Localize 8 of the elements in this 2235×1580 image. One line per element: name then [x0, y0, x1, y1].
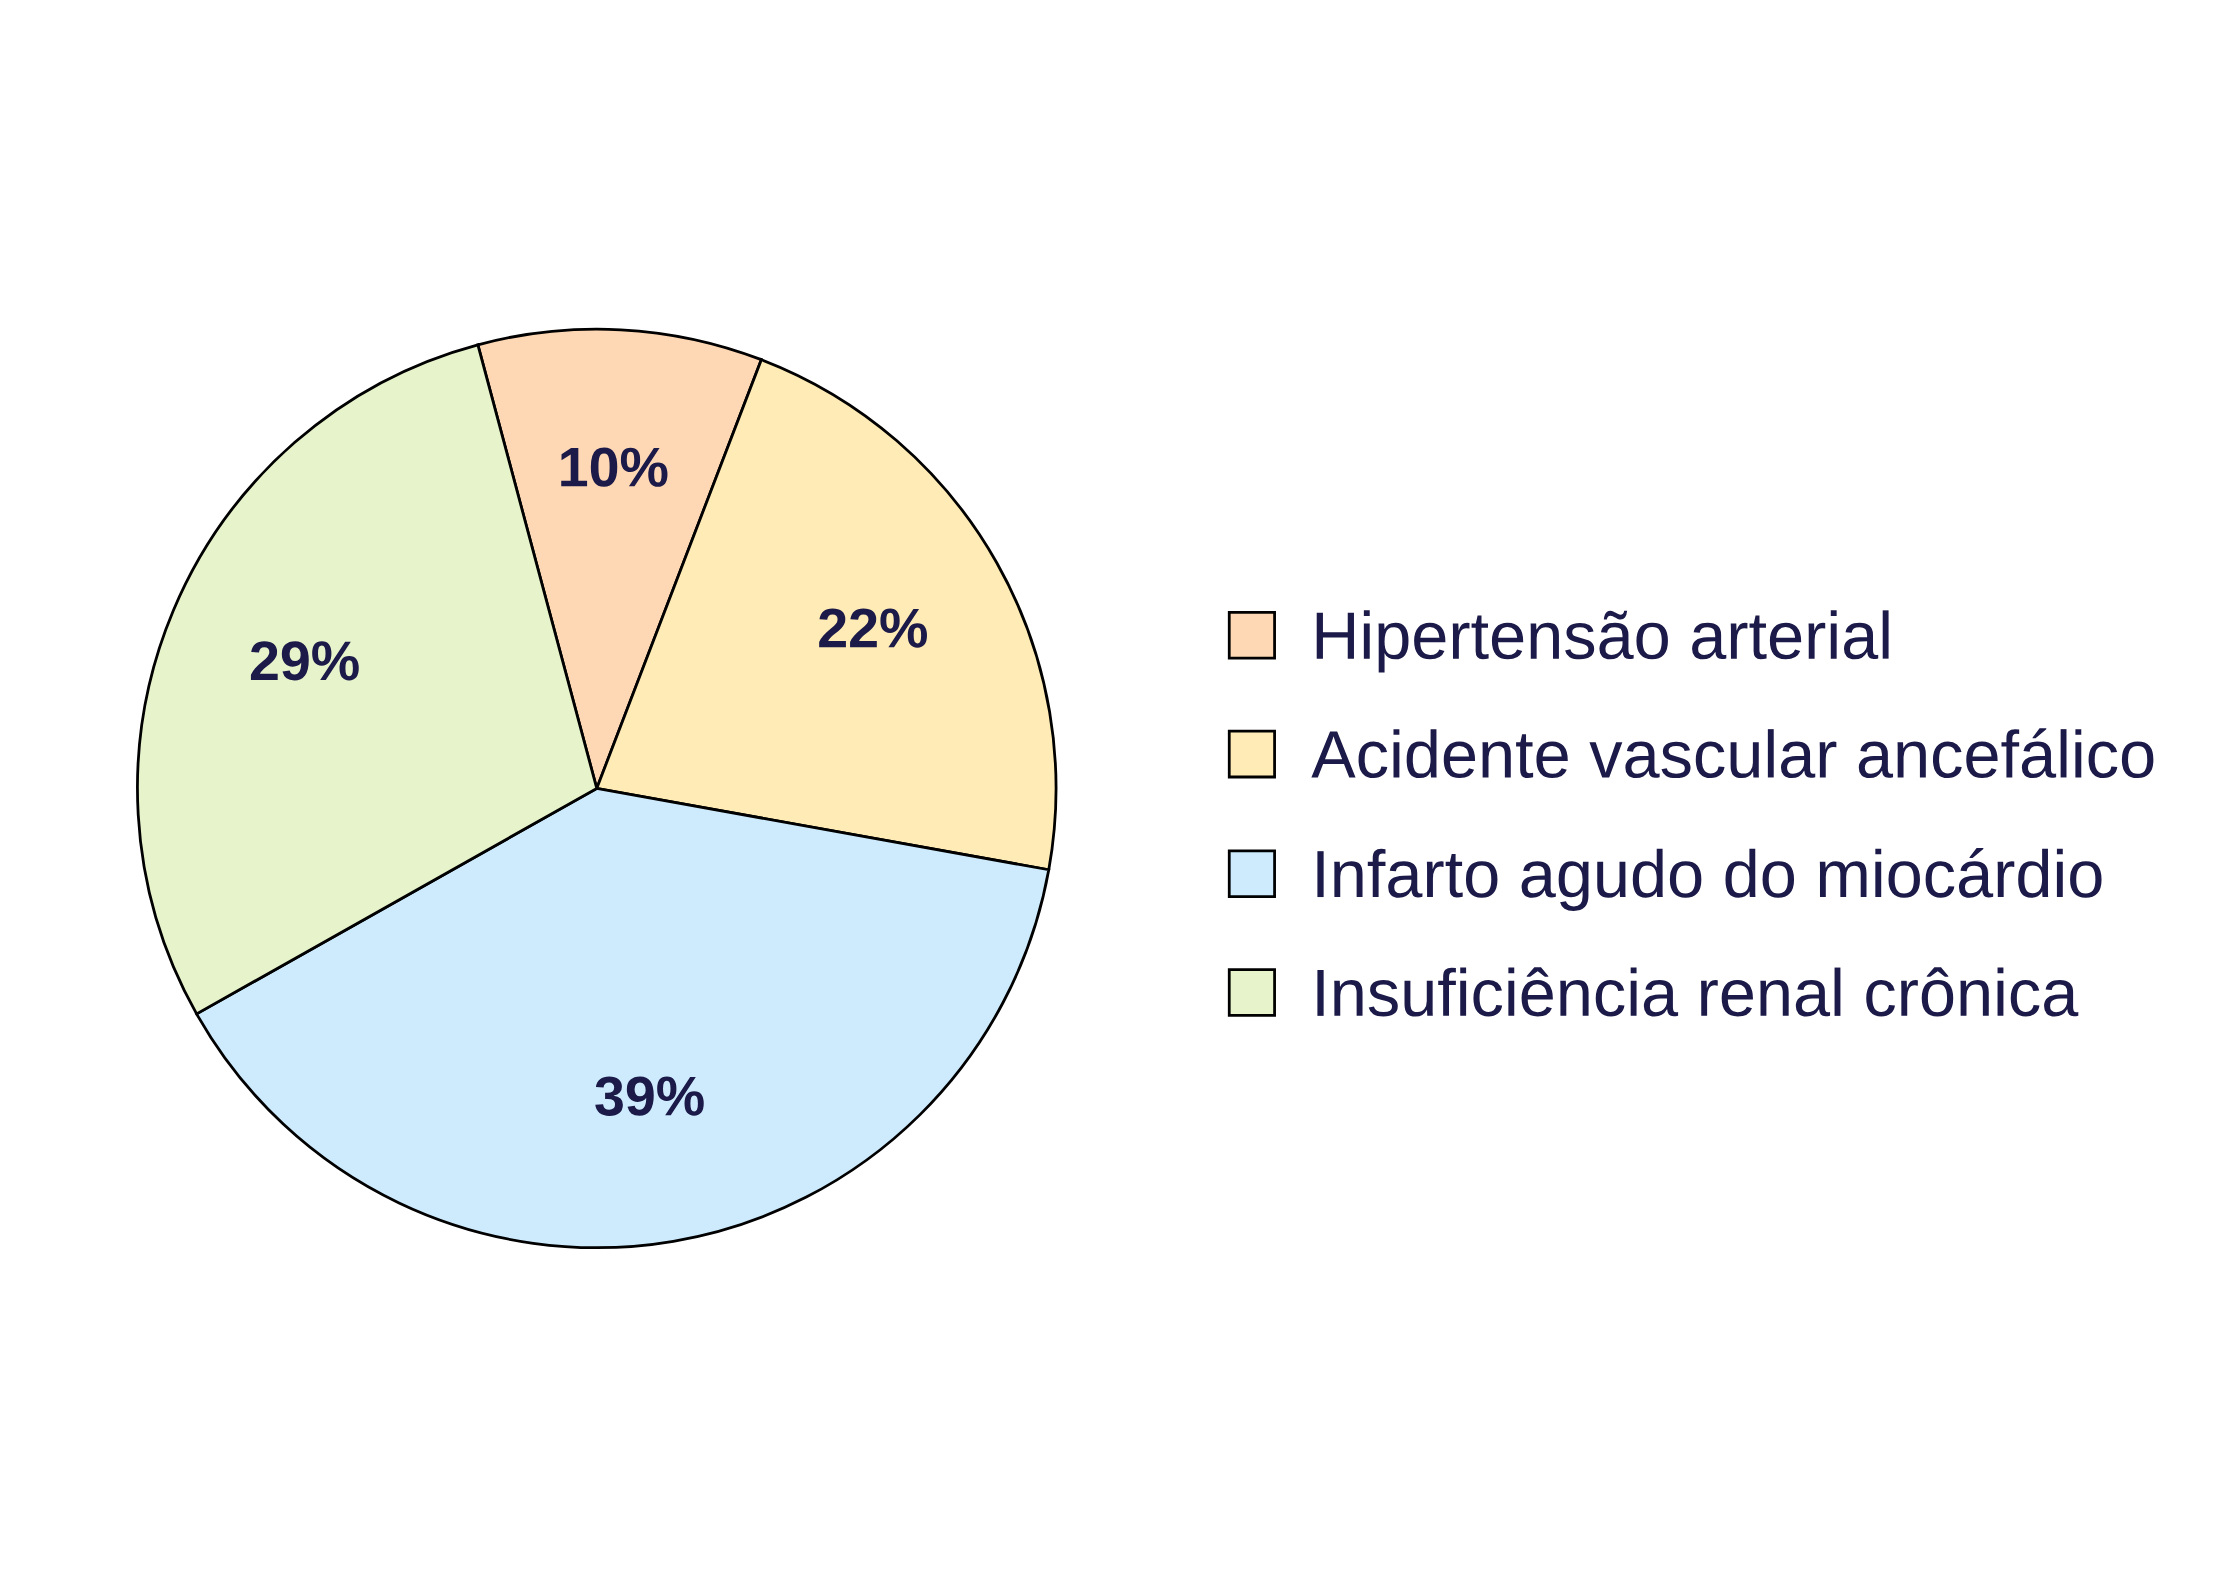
legend-label: Insuficiência renal crônica — [1317, 967, 2079, 1017]
data-label: 39% — [595, 1076, 704, 1116]
data-label: 29% — [250, 641, 359, 681]
data-label: 22% — [819, 608, 927, 648]
legend-label: Hipertensão arterial — [1316, 610, 1889, 673]
data-label: 10% — [561, 447, 668, 487]
legend-label: Acidente vascular ancefálico — [1311, 728, 2154, 779]
legend-label: Infarto agudo do miocárdio — [1317, 847, 2102, 911]
